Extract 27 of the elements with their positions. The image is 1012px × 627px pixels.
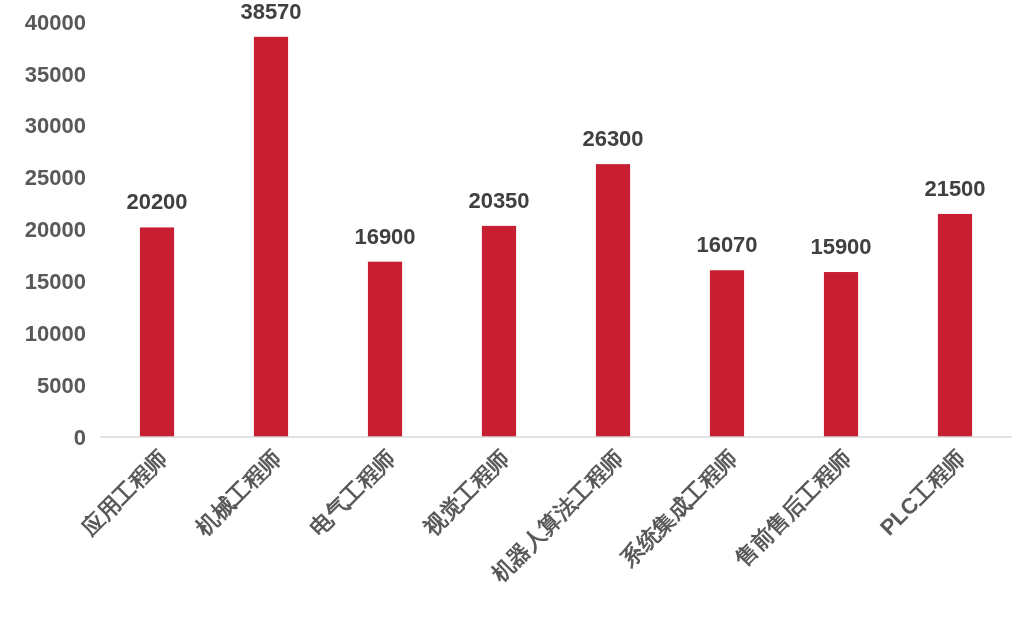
x-tick-label: 电气工程师: [305, 444, 401, 541]
x-tick-label: 机械工程师: [190, 444, 287, 542]
bar: [709, 270, 745, 437]
data-label: 20200: [126, 189, 188, 215]
y-tick-label: 25000: [24, 165, 86, 191]
data-label: 21500: [924, 175, 986, 201]
bar: [367, 261, 403, 437]
bar: [253, 36, 289, 437]
data-label: 38570: [240, 0, 302, 24]
data-label: 20350: [468, 187, 530, 213]
y-tick-label: 5000: [37, 372, 86, 398]
bar: [139, 227, 175, 437]
data-label: 16070: [696, 232, 758, 258]
y-tick-label: 30000: [24, 113, 86, 139]
y-tick-label: 40000: [24, 9, 86, 35]
y-tick-label: 10000: [24, 320, 86, 346]
bar: [595, 164, 631, 437]
data-label: 16900: [354, 223, 416, 249]
x-tick-label: 视觉工程师: [418, 444, 515, 542]
bar: [823, 272, 859, 437]
y-tick-label: 20000: [24, 217, 86, 243]
bar: [481, 225, 517, 437]
y-tick-label: 15000: [24, 269, 86, 295]
data-label: 26300: [582, 126, 644, 152]
bar: [937, 213, 973, 437]
data-label: 15900: [810, 234, 872, 260]
y-tick-label: 35000: [24, 61, 86, 87]
